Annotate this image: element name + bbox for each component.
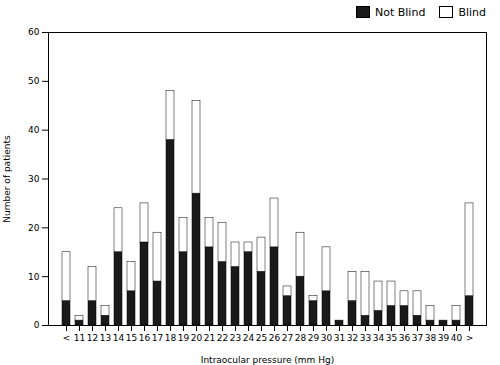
svg-text:22: 22 (217, 333, 228, 343)
html-text:Not Blind: Not Blind (375, 5, 426, 19)
svg-text:20: 20 (191, 333, 203, 343)
svg-text:26: 26 (269, 333, 281, 343)
svg-text:20: 20 (28, 223, 40, 233)
svg-text:40: 40 (28, 125, 40, 135)
svg-text:31: 31 (334, 333, 345, 343)
svg-text:14: 14 (113, 333, 125, 343)
svg-text:17: 17 (152, 333, 163, 343)
svg-text:12: 12 (87, 333, 98, 343)
svg-text:Number of patients: Number of patients (2, 135, 12, 223)
svg-text:16: 16 (139, 333, 151, 343)
svg-text:30: 30 (321, 333, 333, 343)
svg-text:25: 25 (256, 333, 267, 343)
svg-text:24: 24 (243, 333, 255, 343)
svg-text:36: 36 (399, 333, 411, 343)
svg-text:29: 29 (308, 333, 320, 343)
html-text:Blind: Blind (458, 5, 486, 19)
svg-text:0: 0 (34, 320, 40, 330)
svg-text:32: 32 (347, 333, 358, 343)
svg-text:35: 35 (386, 333, 397, 343)
svg-text:28: 28 (295, 333, 307, 343)
svg-text:19: 19 (178, 333, 190, 343)
svg-text:Intraocular pressure (mm Hg): Intraocular pressure (mm Hg) (201, 355, 334, 365)
svg-text:40: 40 (451, 333, 463, 343)
svg-text:27: 27 (282, 333, 293, 343)
svg-text:30: 30 (28, 174, 40, 184)
svg-text:50: 50 (28, 76, 40, 86)
svg-text:>: > (466, 333, 474, 343)
svg-text:15: 15 (126, 333, 137, 343)
svg-text:<: < (63, 333, 71, 343)
svg-text:37: 37 (412, 333, 423, 343)
svg-text:21: 21 (204, 333, 215, 343)
svg-text:18: 18 (165, 333, 177, 343)
svg-text:23: 23 (230, 333, 241, 343)
svg-text:39: 39 (438, 333, 450, 343)
svg-text:10: 10 (28, 272, 40, 282)
svg-text:11: 11 (74, 333, 85, 343)
svg-text:38: 38 (425, 333, 437, 343)
svg-text:34: 34 (373, 333, 385, 343)
svg-text:13: 13 (100, 333, 111, 343)
svg-text:33: 33 (360, 333, 371, 343)
svg-text:60: 60 (28, 27, 40, 37)
